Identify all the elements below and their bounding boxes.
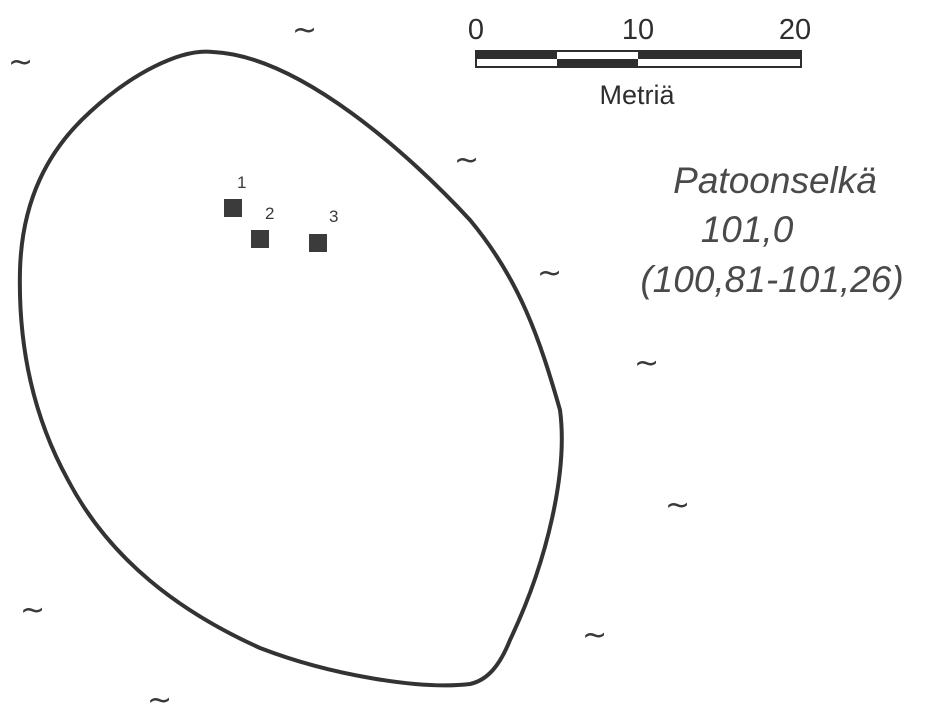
marker-1: [224, 199, 242, 217]
water-symbol: ~: [292, 13, 317, 48]
water-symbol: ~: [147, 683, 172, 713]
marker-2: [251, 230, 269, 248]
scale-bar-segment: [638, 51, 801, 59]
site-elevation: 101,0: [701, 209, 794, 250]
water-symbol: ~: [665, 488, 690, 523]
water-symbols: ~ ~ ~ ~ ~ ~ ~ ~ ~: [8, 13, 690, 713]
water-symbol: ~: [454, 143, 479, 178]
water-symbol: ~: [8, 45, 33, 80]
scale-tick-10: 10: [622, 14, 654, 46]
site-outline: [17, 49, 564, 688]
scale-tick-20: 20: [779, 14, 811, 46]
scale-tick-0: 0: [468, 14, 484, 46]
find-markers: 1 2 3: [224, 173, 338, 252]
scale-unit-label: Metriä: [599, 80, 675, 110]
scale-bar: 0 10 20 Metriä: [468, 14, 811, 110]
site-elevation-range: (100,81-101,26): [640, 259, 903, 300]
water-symbol: ~: [582, 618, 607, 653]
site-label: Patoonselkä 101,0 (100,81-101,26): [640, 160, 903, 300]
marker-3: [309, 234, 327, 252]
water-symbol: ~: [20, 593, 45, 628]
water-symbol: ~: [634, 346, 659, 381]
site-name: Patoonselkä: [673, 160, 877, 201]
marker-label-3: 3: [329, 207, 338, 226]
marker-label-1: 1: [237, 173, 246, 192]
scale-bar-segment: [476, 51, 557, 59]
water-symbol: ~: [537, 256, 562, 291]
marker-label-2: 2: [265, 204, 274, 223]
scale-bar-segment: [557, 59, 638, 67]
